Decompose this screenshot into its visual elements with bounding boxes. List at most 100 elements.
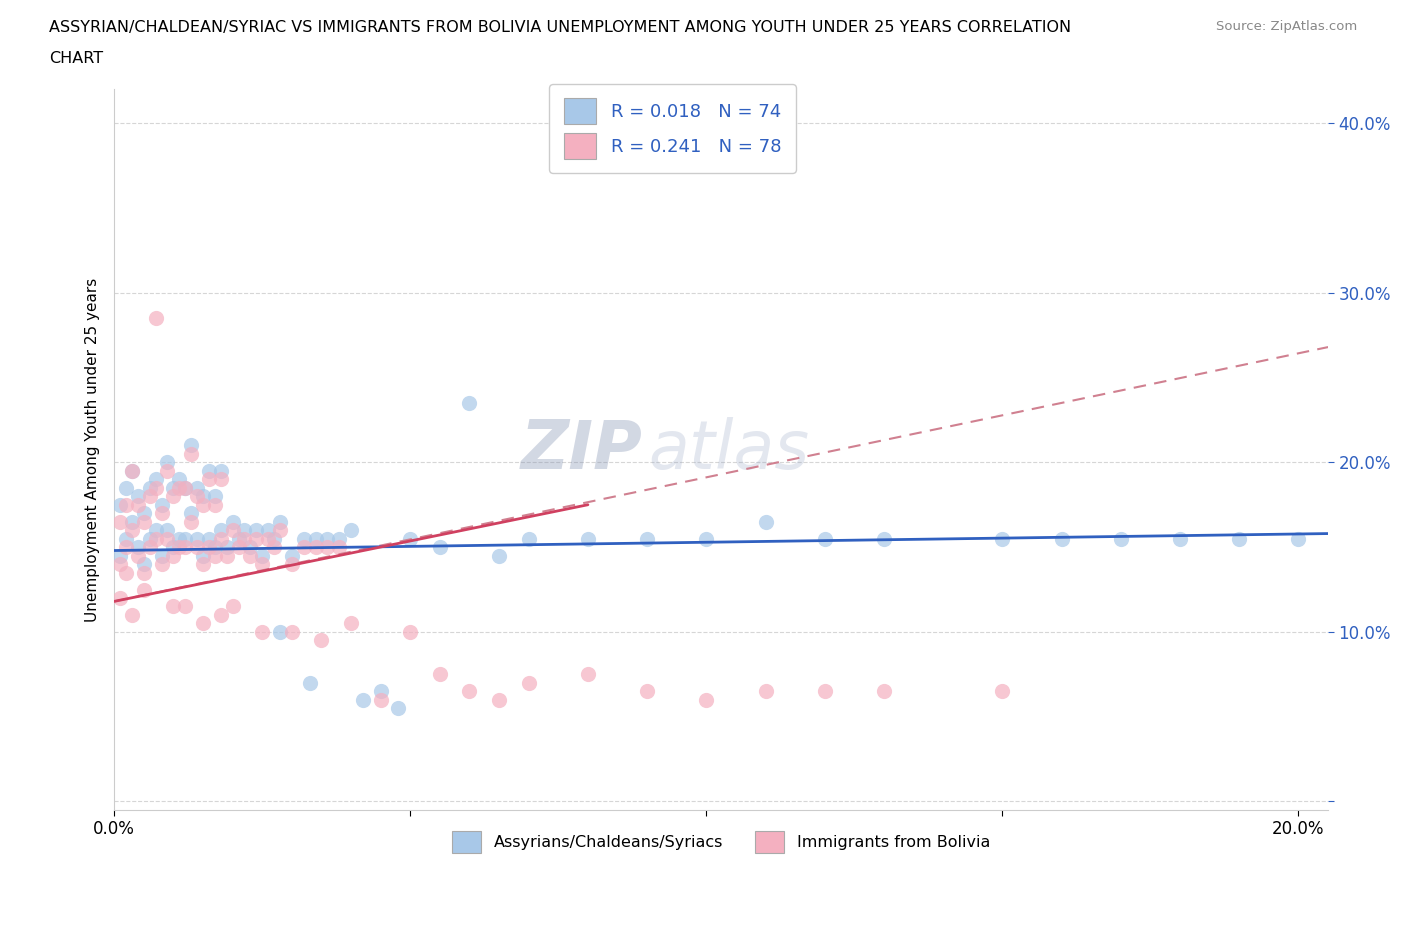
Point	[180, 506, 202, 521]
Text: CHART: CHART	[49, 51, 103, 66]
Point	[174, 481, 197, 496]
Point	[328, 539, 350, 554]
Point	[209, 607, 232, 622]
Point	[127, 498, 149, 512]
Point	[517, 531, 540, 546]
Point	[352, 692, 374, 707]
Point	[115, 498, 138, 512]
Point	[228, 531, 250, 546]
Point	[186, 531, 208, 546]
Point	[132, 514, 155, 529]
Point	[221, 523, 243, 538]
Point	[156, 531, 179, 546]
Point	[263, 539, 285, 554]
Point	[169, 539, 191, 554]
Point	[269, 514, 291, 529]
Point	[108, 548, 131, 563]
Point	[180, 514, 202, 529]
Point	[198, 472, 221, 486]
Point	[292, 531, 315, 546]
Point	[174, 599, 197, 614]
Point	[162, 599, 184, 614]
Point	[138, 481, 160, 496]
Point	[132, 557, 155, 572]
Point	[991, 531, 1014, 546]
Point	[269, 523, 291, 538]
Point	[221, 514, 243, 529]
Point	[145, 311, 167, 325]
Point	[121, 523, 143, 538]
Point	[145, 531, 167, 546]
Point	[121, 463, 143, 478]
Point	[340, 523, 363, 538]
Point	[233, 523, 256, 538]
Point	[370, 684, 392, 698]
Point	[121, 463, 143, 478]
Point	[1109, 531, 1132, 546]
Point	[215, 539, 238, 554]
Point	[115, 565, 138, 580]
Point	[387, 700, 409, 715]
Point	[695, 531, 717, 546]
Point	[174, 531, 197, 546]
Point	[399, 624, 422, 639]
Point	[132, 582, 155, 597]
Point	[269, 624, 291, 639]
Point	[252, 548, 274, 563]
Point	[370, 692, 392, 707]
Point	[239, 539, 262, 554]
Point	[292, 539, 315, 554]
Point	[576, 531, 599, 546]
Point	[695, 692, 717, 707]
Point	[1168, 531, 1191, 546]
Point	[162, 539, 184, 554]
Point	[204, 489, 226, 504]
Point	[458, 395, 481, 410]
Point	[108, 498, 131, 512]
Point	[156, 523, 179, 538]
Point	[209, 463, 232, 478]
Point	[814, 531, 837, 546]
Point	[180, 438, 202, 453]
Point	[429, 667, 451, 682]
Text: ASSYRIAN/CHALDEAN/SYRIAC VS IMMIGRANTS FROM BOLIVIA UNEMPLOYMENT AMONG YOUTH UND: ASSYRIAN/CHALDEAN/SYRIAC VS IMMIGRANTS F…	[49, 20, 1071, 35]
Point	[252, 557, 274, 572]
Point	[311, 633, 333, 648]
Point	[239, 548, 262, 563]
Point	[127, 548, 149, 563]
Point	[108, 591, 131, 605]
Point	[138, 531, 160, 546]
Point	[399, 531, 422, 546]
Y-axis label: Unemployment Among Youth under 25 years: Unemployment Among Youth under 25 years	[86, 277, 100, 622]
Point	[174, 539, 197, 554]
Point	[636, 531, 658, 546]
Point	[304, 531, 326, 546]
Point	[204, 548, 226, 563]
Point	[180, 446, 202, 461]
Point	[150, 557, 173, 572]
Point	[204, 539, 226, 554]
Point	[233, 531, 256, 546]
Point	[156, 455, 179, 470]
Point	[186, 539, 208, 554]
Point	[873, 684, 896, 698]
Point	[162, 548, 184, 563]
Point	[252, 624, 274, 639]
Point	[1227, 531, 1250, 546]
Point	[488, 548, 510, 563]
Point	[138, 489, 160, 504]
Point	[132, 506, 155, 521]
Point	[169, 531, 191, 546]
Point	[198, 531, 221, 546]
Point	[873, 531, 896, 546]
Point	[121, 514, 143, 529]
Point	[257, 531, 280, 546]
Point	[150, 548, 173, 563]
Point	[145, 481, 167, 496]
Point	[145, 523, 167, 538]
Point	[209, 523, 232, 538]
Point	[576, 667, 599, 682]
Point	[1288, 531, 1310, 546]
Point	[145, 472, 167, 486]
Point	[138, 539, 160, 554]
